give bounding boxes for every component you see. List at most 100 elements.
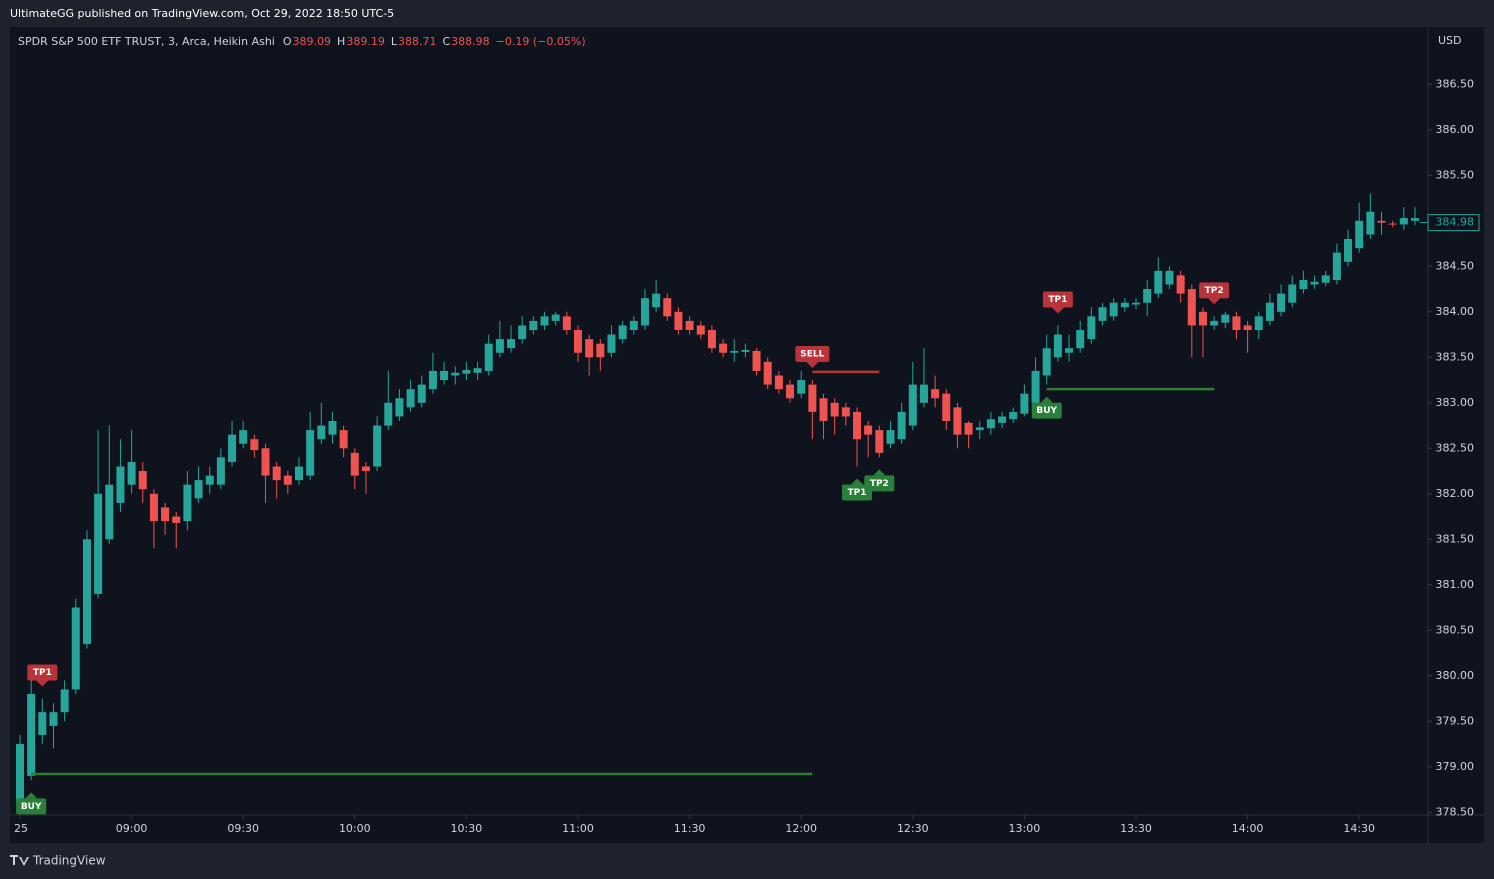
signal-label: SELL [795, 346, 830, 369]
candle-body [116, 466, 125, 503]
x-tick-label: 14:00 [1232, 822, 1264, 835]
x-tick-label: 11:00 [562, 822, 594, 835]
candle-body [406, 389, 415, 408]
candle-body [384, 402, 393, 426]
candle-body [1143, 289, 1152, 303]
legend-key: L [391, 35, 398, 48]
signal-box [1031, 402, 1062, 419]
candle-body [986, 419, 995, 429]
candle-body [685, 320, 694, 331]
candle-body [774, 375, 783, 390]
candle-body [808, 384, 817, 412]
candle-body [897, 411, 906, 440]
signal-pointer [851, 478, 863, 485]
signal-text: TP2 [870, 479, 889, 489]
candle-body [1288, 284, 1297, 303]
candle-body [283, 475, 292, 485]
y-tick-label: 383.00 [1436, 396, 1475, 409]
candle-body [1031, 370, 1040, 403]
last-price-label: 384.98 [1436, 216, 1475, 229]
candle-body [473, 368, 482, 373]
y-tick-label: 384.50 [1436, 259, 1475, 272]
signal-pointer [36, 680, 49, 687]
signal-box [16, 798, 47, 815]
candle-body [752, 350, 761, 371]
candle-body [1154, 270, 1163, 294]
candle-body [361, 466, 370, 472]
candle-body [529, 320, 538, 331]
y-tick-label: 379.50 [1436, 714, 1475, 727]
candle-body [507, 339, 516, 349]
published-text: UltimateGG published on TradingView.com,… [10, 7, 394, 20]
candle-body [730, 350, 739, 353]
candle-body [161, 507, 170, 522]
legend-key: C [442, 35, 450, 48]
candle-body [1332, 252, 1341, 280]
candle-body [1388, 223, 1397, 225]
candle-body [1109, 302, 1118, 317]
candle-body [216, 457, 225, 485]
candle-body [953, 407, 962, 435]
signal-box [795, 346, 830, 363]
x-tick-label: 11:30 [674, 822, 706, 835]
candle-body [819, 398, 828, 421]
signal-box [27, 664, 58, 681]
candle-body [1377, 220, 1386, 223]
y-tick-label: 386.50 [1436, 77, 1475, 90]
candle-body [719, 343, 728, 353]
candle-body [27, 693, 36, 776]
candle-body [239, 430, 248, 444]
signal-text: TP1 [33, 668, 52, 678]
candle-body [964, 422, 973, 435]
candle-body [495, 339, 504, 353]
candle-body [1076, 330, 1085, 349]
candle-body [518, 325, 527, 340]
candle-body [49, 712, 58, 726]
signal-pointer [1051, 307, 1064, 314]
candle-body [652, 293, 661, 308]
legend-value: 389.09 [293, 35, 332, 48]
candle-body [60, 689, 69, 713]
signal-text: TP2 [1205, 286, 1224, 296]
currency: USD [1438, 34, 1462, 47]
y-tick-label: 385.50 [1436, 168, 1475, 181]
signal-pointer [1208, 298, 1221, 305]
candle-body [886, 430, 895, 444]
candle-body [674, 311, 683, 331]
candle-body [1265, 302, 1274, 321]
signal-label: TP2 [1199, 282, 1230, 305]
candle-body [607, 334, 616, 353]
candle-body [350, 452, 359, 476]
candle-body [1221, 314, 1230, 323]
signal-label: TP1 [27, 664, 58, 687]
symbol: SPDR S&P 500 ETF TRUST, 3, Arca, Heikin … [18, 35, 275, 48]
x-tick-label: 14:30 [1343, 822, 1375, 835]
signal-text: TP1 [1048, 295, 1067, 305]
candle-body [640, 298, 649, 326]
signal-label: TP2 [864, 469, 895, 492]
x-tick-label: 09:30 [227, 822, 259, 835]
candle-body [931, 389, 940, 399]
candle-body [841, 407, 850, 417]
candle-body [1344, 239, 1353, 262]
candle-body [149, 493, 158, 522]
candle-body [1210, 320, 1219, 326]
candle-body [138, 471, 147, 490]
candle-body [1411, 218, 1419, 221]
candle-body [205, 475, 214, 485]
candle-body [1310, 281, 1319, 285]
candle-body [1198, 311, 1207, 326]
signal-pointer [1040, 396, 1053, 403]
candle-body [875, 430, 884, 453]
candle-body [562, 316, 571, 331]
y-tick-label: 386.00 [1436, 123, 1475, 136]
y-tick-label: 381.50 [1436, 532, 1475, 545]
candle-body [853, 411, 861, 440]
candle-body [1254, 316, 1263, 331]
signal-text: TP1 [848, 488, 867, 498]
y-tick-label: 384.00 [1436, 305, 1475, 318]
candle-body [1132, 302, 1140, 305]
candle-body [618, 325, 627, 340]
price-axis [1428, 27, 1484, 815]
